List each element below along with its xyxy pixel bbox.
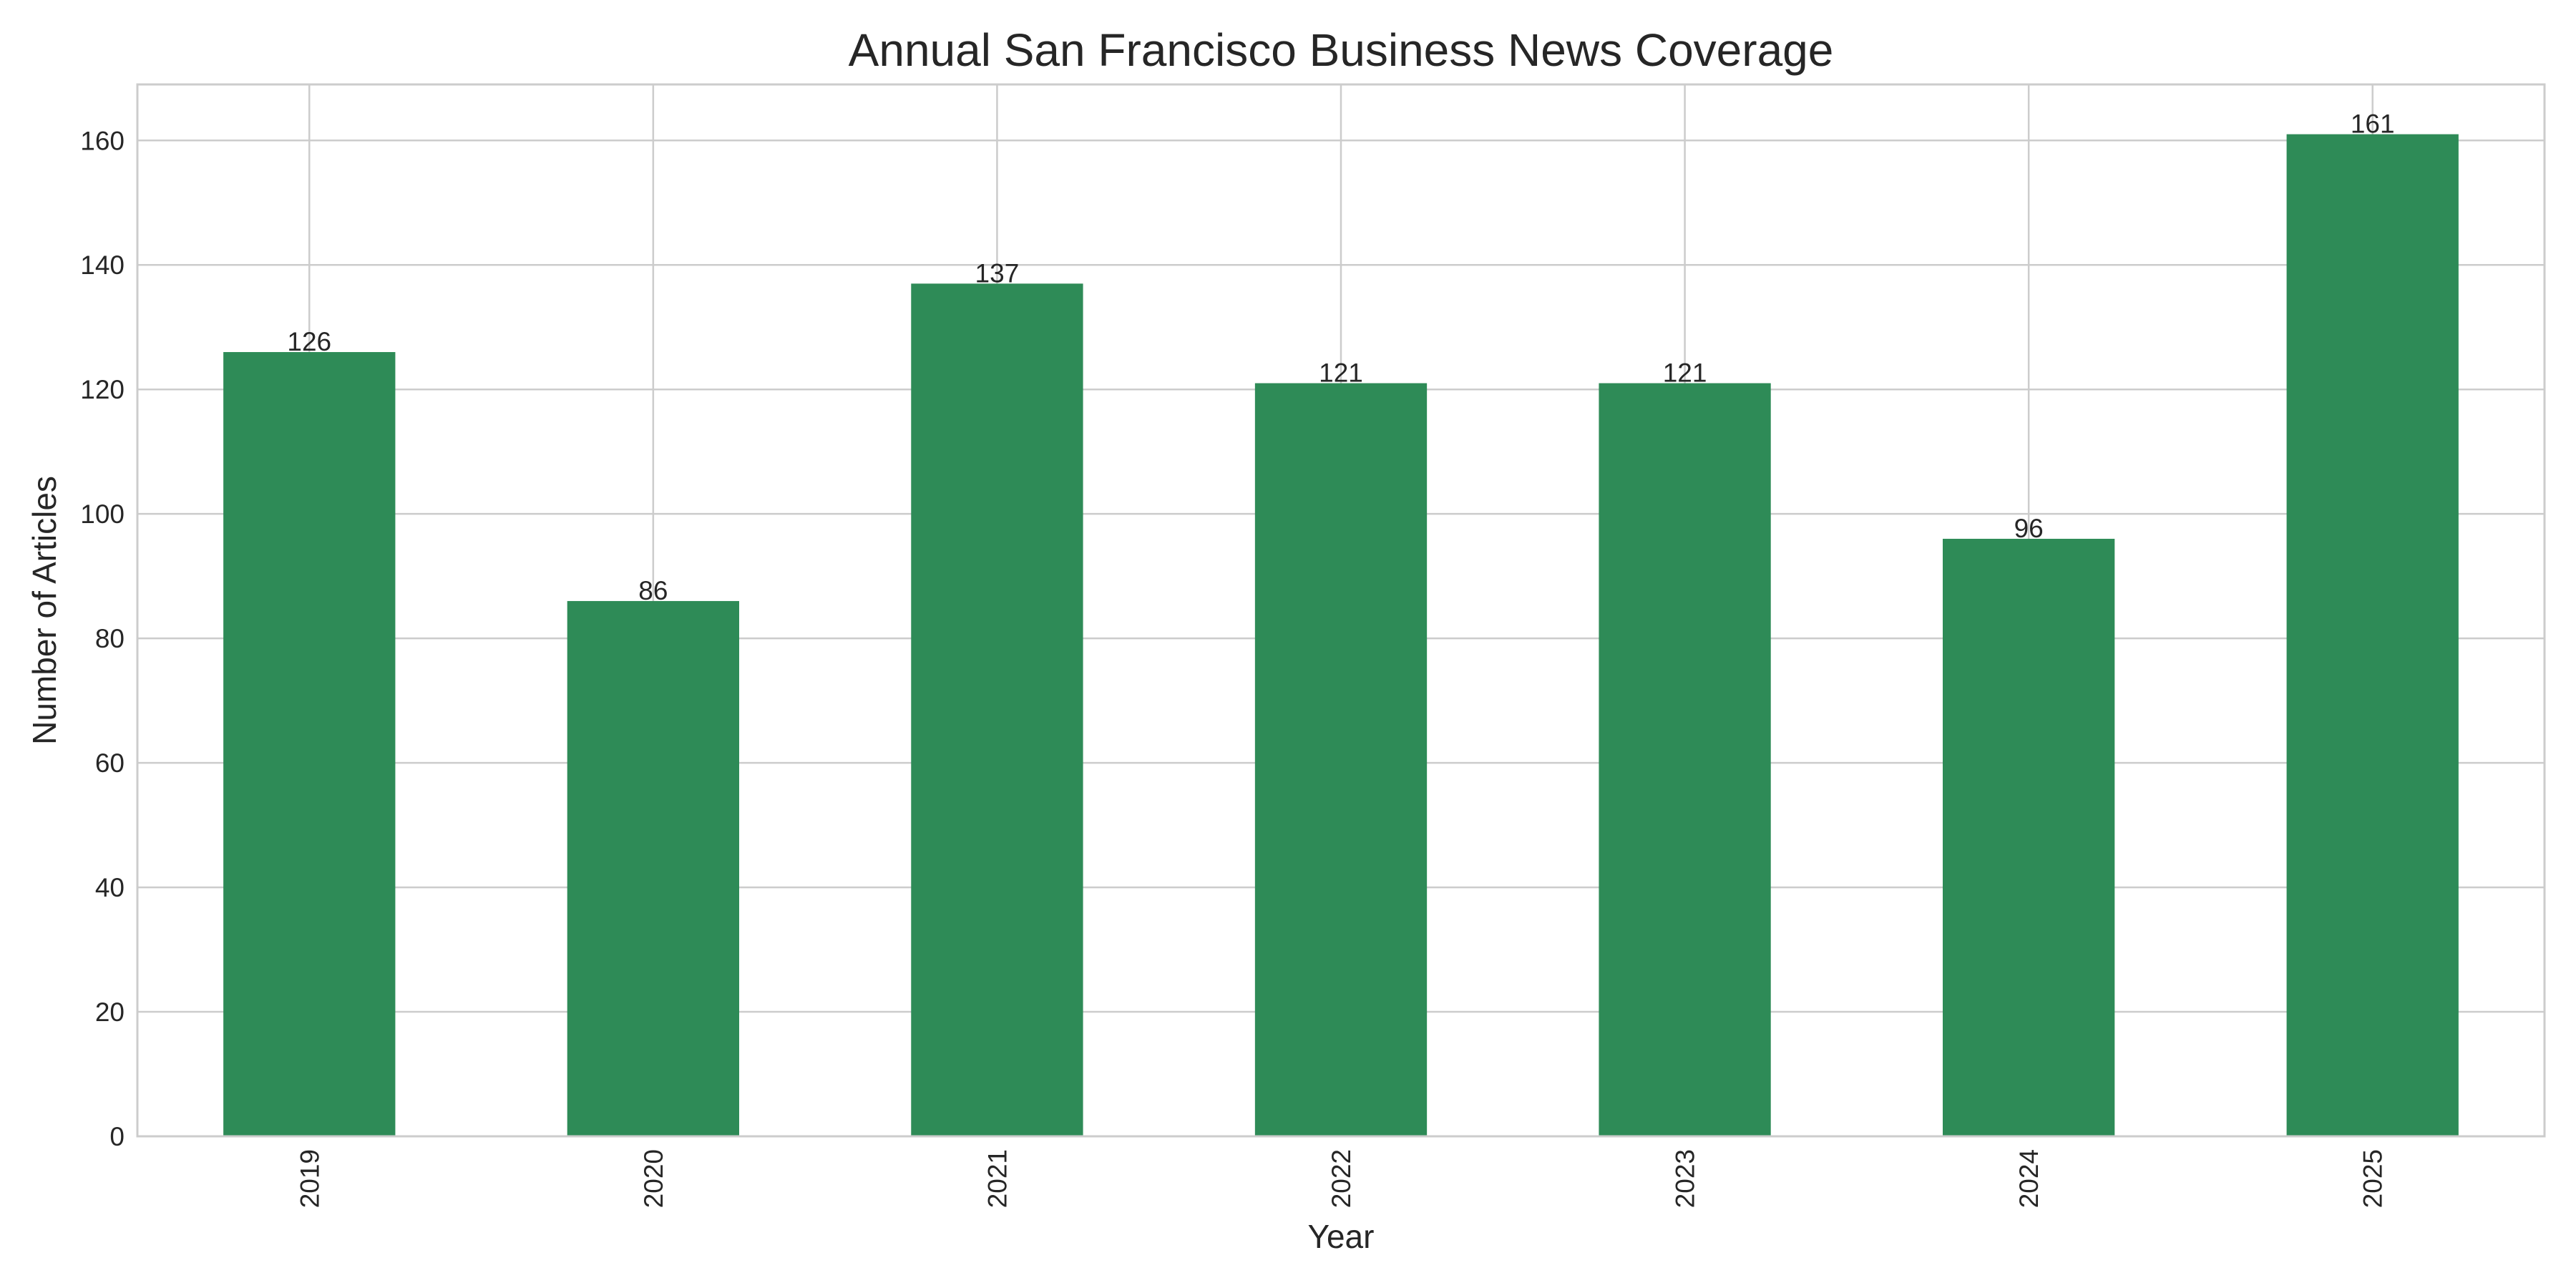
y-axis-title: Number of Articles (26, 476, 63, 745)
y-tick-label: 120 (80, 375, 125, 404)
y-tick-label: 0 (109, 1122, 125, 1151)
bar-2019 (223, 352, 396, 1136)
x-tick-layer: 2019 2020 2021 2022 2023 2024 2025 (295, 1149, 2387, 1208)
data-label-2023: 121 (1663, 358, 1707, 388)
y-tick-label: 80 (95, 624, 125, 653)
data-label-2022: 121 (1319, 358, 1363, 388)
bar-2024 (1943, 538, 2115, 1136)
bar-2025 (2286, 134, 2459, 1136)
y-tick-label: 160 (80, 126, 125, 155)
y-tick-layer: 0 20 40 60 80 100 120 140 160 (80, 126, 125, 1151)
x-axis-title: Year (1308, 1218, 1375, 1255)
x-tick-label: 2020 (639, 1149, 668, 1208)
data-label-2025: 161 (2351, 109, 2395, 139)
bar-layer (223, 134, 2459, 1136)
data-label-2020: 86 (638, 576, 668, 605)
bar-2021 (911, 283, 1083, 1136)
bar-2020 (567, 600, 739, 1136)
y-tick-label: 40 (95, 873, 125, 902)
x-tick-label: 2024 (2014, 1149, 2044, 1208)
bar-2023 (1599, 383, 1771, 1136)
x-tick-label: 2025 (2358, 1149, 2388, 1208)
chart-title: Annual San Francisco Business News Cover… (849, 24, 1834, 76)
data-label-2024: 96 (2014, 514, 2044, 543)
data-label-2019: 126 (287, 327, 331, 356)
x-tick-label: 2022 (1327, 1149, 1356, 1208)
y-tick-label: 140 (80, 250, 125, 280)
x-tick-label: 2023 (1671, 1149, 1700, 1208)
plot-frame (136, 83, 2546, 1138)
y-tick-label: 20 (95, 997, 125, 1027)
data-label-2021: 137 (975, 258, 1020, 288)
bar-2022 (1254, 383, 1428, 1136)
y-tick-label: 60 (95, 748, 125, 778)
data-label-layer: 126 86 137 121 121 96 161 (287, 109, 2394, 605)
x-tick-label: 2019 (295, 1149, 324, 1208)
x-tick-label: 2021 (982, 1149, 1012, 1208)
y-tick-label: 100 (80, 499, 125, 529)
